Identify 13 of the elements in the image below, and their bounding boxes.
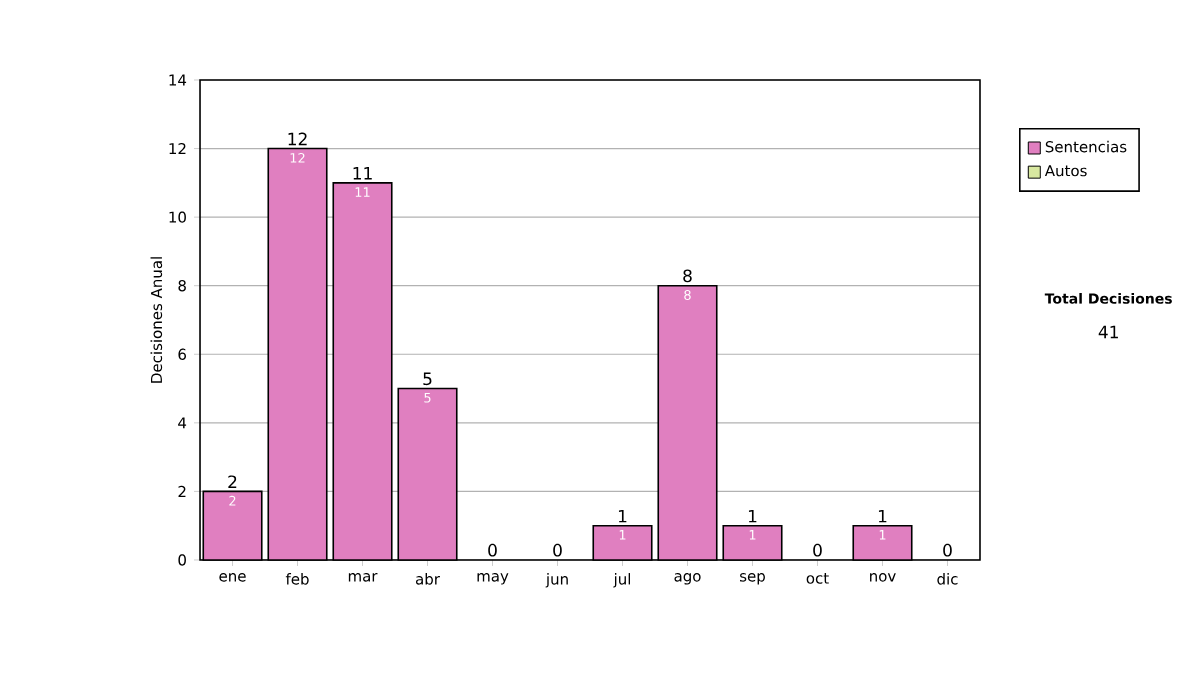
text: 41 — [1098, 325, 1118, 339]
total-label: 8 — [683, 269, 692, 283]
total-label: 0 — [553, 543, 562, 557]
total-label: 1 — [748, 509, 757, 523]
total-label: 1 — [878, 509, 887, 523]
total-label: 0 — [813, 543, 822, 557]
total-label: 2 — [228, 475, 237, 488]
total-label: 11 — [353, 167, 372, 180]
total-label: 5 — [423, 372, 432, 386]
total-label: 0 — [488, 543, 497, 557]
total-label: 0 — [943, 543, 952, 557]
total-label: 12 — [288, 132, 307, 146]
total-label: 1 — [618, 509, 627, 523]
